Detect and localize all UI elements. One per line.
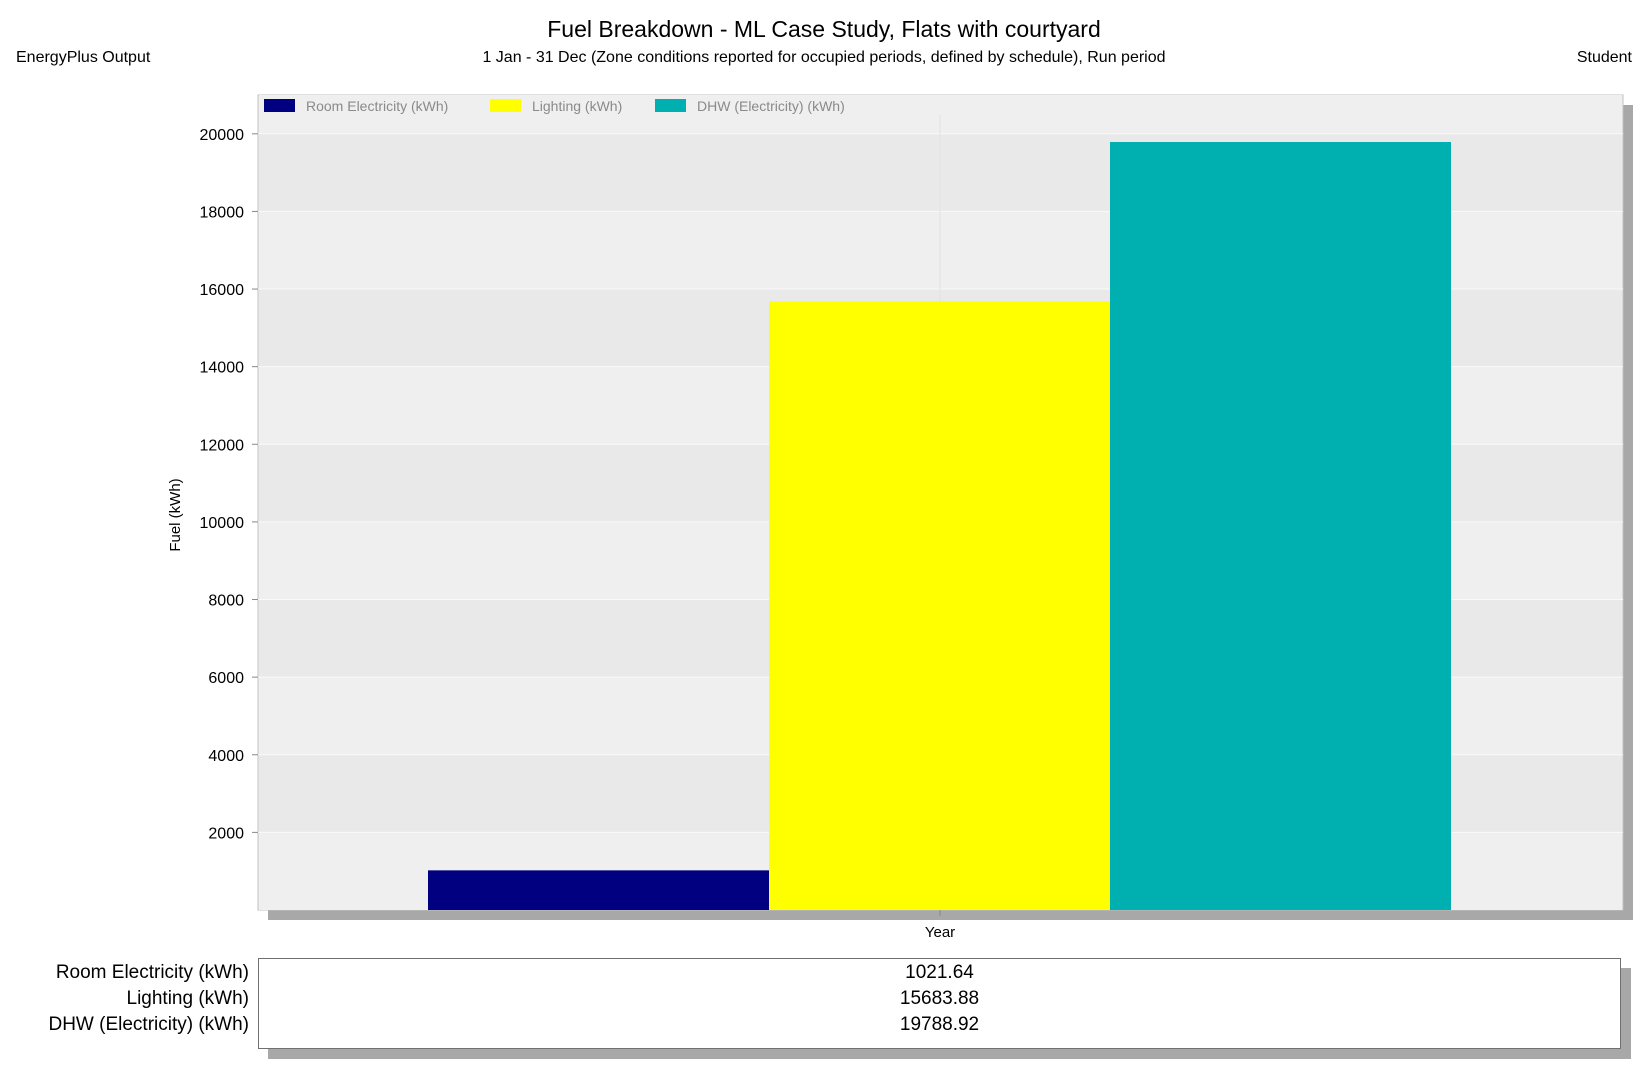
y-tick-label: 20000 (200, 127, 245, 144)
legend-label: Room Electricity (kWh) (306, 98, 448, 114)
source-label: EnergyPlus Output (16, 49, 151, 66)
y-tick-label: 18000 (200, 204, 245, 221)
user-label: Student (1576, 49, 1632, 66)
legend-label: Lighting (kWh) (532, 98, 622, 114)
table-row-value: 15683.88 (899, 988, 980, 1009)
x-axis-label: Year (925, 924, 955, 941)
legend-swatch (490, 99, 521, 112)
table-row-value: 1021.64 (905, 962, 974, 983)
chart-title: Fuel Breakdown - ML Case Study, Flats wi… (547, 16, 1101, 42)
table-row-label: Lighting (kWh) (126, 988, 250, 1009)
legend-swatch (655, 99, 686, 112)
bar-dhw-electricity (1110, 142, 1451, 910)
table-row-values: 1021.64 15683.88 19788.92 (258, 960, 1621, 1038)
y-tick-label: 2000 (208, 825, 244, 842)
bar-room-electricity (428, 870, 769, 910)
y-tick-label: 10000 (200, 515, 245, 532)
table-row-label: Room Electricity (kWh) (55, 962, 249, 983)
y-tick-label: 4000 (208, 748, 244, 765)
table-row-value: 19788.92 (899, 1014, 980, 1035)
table-row-labels: Room Electricity (kWh) Lighting (kWh) DH… (0, 960, 249, 1038)
legend-swatch (264, 99, 295, 112)
y-tick-label: 16000 (200, 282, 245, 299)
bars (428, 142, 1451, 911)
y-tick-label: 8000 (208, 593, 244, 610)
y-tick-label: 12000 (200, 437, 245, 454)
chart-subtitle: 1 Jan - 31 Dec (Zone conditions reported… (482, 49, 1166, 66)
legend-label: DHW (Electricity) (kWh) (697, 98, 845, 114)
y-axis-label: Fuel (kWh) (167, 478, 184, 551)
table-row-label: DHW (Electricity) (kWh) (48, 1014, 249, 1035)
fuel-bar-chart: 2000 4000 6000 8000 10000 12000 14000 16000 1800… (167, 94, 1633, 941)
data-table (258, 958, 1621, 1049)
legend: Room Electricity (kWh) Lighting (kWh) DHW … (264, 98, 845, 114)
y-tick-label: 14000 (200, 360, 245, 377)
bar-lighting (769, 301, 1110, 911)
y-axis-ticks: 2000 4000 6000 8000 10000 12000 14000 16000 1800… (200, 127, 258, 842)
y-tick-label: 6000 (208, 670, 244, 687)
